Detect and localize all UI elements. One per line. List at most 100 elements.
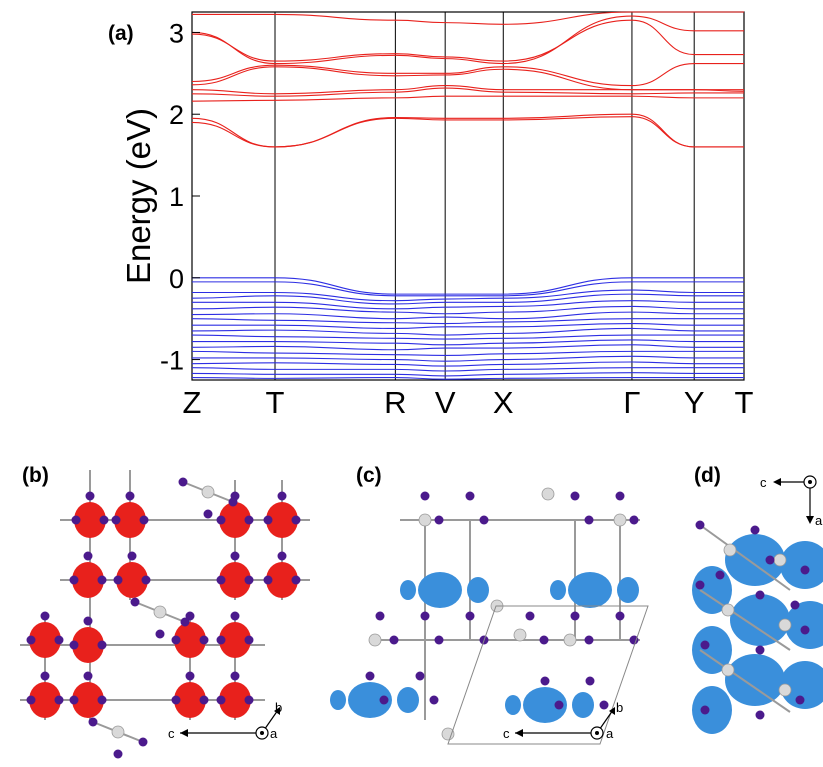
kpoint-label: T: [266, 385, 285, 420]
band-line: [191, 62, 744, 87]
iodine-atom: [155, 629, 165, 639]
kpoint-label: Γ: [623, 385, 640, 420]
iodine-atom: [765, 555, 775, 565]
band-line: [191, 293, 744, 305]
iodine-atom: [185, 611, 195, 621]
band-line: [191, 361, 744, 367]
axis-indicator-c: b c a: [503, 700, 623, 741]
band-line: [192, 300, 744, 310]
iodine-atom: [715, 570, 725, 580]
iodine-atom: [97, 695, 107, 705]
iodine-atom: [180, 617, 190, 627]
iodine-atom: [228, 497, 238, 507]
band-line: [191, 344, 744, 351]
metal-atom: [721, 663, 735, 677]
iodine-atom: [69, 640, 79, 650]
iodine-atom: [584, 635, 594, 645]
kpoint-label: Y: [684, 385, 705, 420]
y-tick-label: -1: [160, 346, 184, 376]
y-tick-label: 3: [169, 18, 184, 48]
iodine-atom: [700, 640, 710, 650]
metal-atom: [723, 543, 737, 557]
iodine-atom: [755, 645, 765, 655]
y-tick-label: 0: [169, 264, 184, 294]
axis-label-c-c: c: [503, 726, 510, 741]
isosurface-lobe: [505, 695, 521, 715]
iodine-atom: [139, 515, 149, 525]
isosurface-lobe: [72, 562, 104, 598]
iodine-atom: [216, 635, 226, 645]
band-line: [191, 318, 744, 325]
iodine-atom: [185, 671, 195, 681]
charge-density-panel-b: (b) b c a: [20, 464, 310, 759]
iodine-atom: [26, 695, 36, 705]
band-line: [191, 350, 744, 357]
iodine-atom: [277, 551, 287, 561]
band-line: [191, 19, 744, 62]
bond: [699, 649, 791, 713]
metal-atom: [441, 727, 455, 741]
metal-atom: [541, 487, 555, 501]
isosurface-lobe: [219, 682, 251, 718]
charge-density-panel-d: (d) c a: [692, 464, 823, 734]
band-line: [191, 372, 744, 377]
isosurface-lobe: [116, 562, 148, 598]
band-line: [191, 311, 744, 320]
isosurface-lobe: [730, 594, 790, 646]
band-line: [191, 367, 744, 372]
band-line: [192, 277, 744, 295]
iodine-atom: [554, 700, 564, 710]
iodine-atom: [71, 515, 81, 525]
axis-label-b-a: a: [270, 726, 278, 741]
iodine-atom: [127, 551, 137, 561]
isosurface-lobe: [72, 627, 104, 663]
iodine-atom: [599, 700, 609, 710]
isosurface-lobe: [617, 577, 639, 603]
metal-atom: [613, 513, 627, 527]
band-line: [191, 334, 744, 340]
isosurface-lobe: [348, 682, 392, 718]
iodine-atom: [125, 491, 135, 501]
bond: [699, 524, 791, 591]
kpoint-label: T: [735, 385, 754, 420]
iodine-atom: [629, 515, 639, 525]
isosurface-lobe: [725, 654, 785, 706]
metal-atom: [368, 633, 382, 647]
iodine-atom: [540, 676, 550, 686]
iodine-atom: [244, 635, 254, 645]
isosurface-lobe: [572, 692, 594, 718]
iodine-atom: [375, 611, 385, 621]
iodine-atom: [615, 491, 625, 501]
isosurface-lobe: [397, 687, 419, 713]
iodine-atom: [83, 616, 93, 626]
isosurface-lobe: [400, 580, 416, 600]
isosurface-lobe: [780, 661, 823, 709]
iodine-atom: [69, 575, 79, 585]
iodine-atom: [40, 611, 50, 621]
iodine-atom: [83, 551, 93, 561]
axis-label-c-b: b: [616, 700, 623, 715]
iodine-atom: [434, 515, 444, 525]
kpoint-label: X: [493, 385, 514, 420]
iodine-atom: [230, 611, 240, 621]
iodine-atom: [244, 515, 254, 525]
iodine-atom: [291, 515, 301, 525]
panel-label-b: (b): [22, 464, 49, 487]
iodine-atom: [216, 515, 226, 525]
crystal-structure-d: [692, 520, 823, 734]
iodine-atom: [389, 635, 399, 645]
band-line: [192, 11, 744, 25]
metal-atom: [563, 633, 577, 647]
iodine-atom: [171, 695, 181, 705]
charge-density-panel-c: (c) b c a: [330, 464, 649, 745]
metal-atom: [721, 603, 735, 617]
iodine-atom: [525, 611, 535, 621]
iodine-atom: [750, 525, 760, 535]
iodine-atom: [755, 590, 765, 600]
band-line: [191, 376, 744, 380]
isosurface-lobe: [692, 686, 732, 734]
y-tick-label: 2: [169, 100, 184, 130]
iodine-atom: [263, 515, 273, 525]
